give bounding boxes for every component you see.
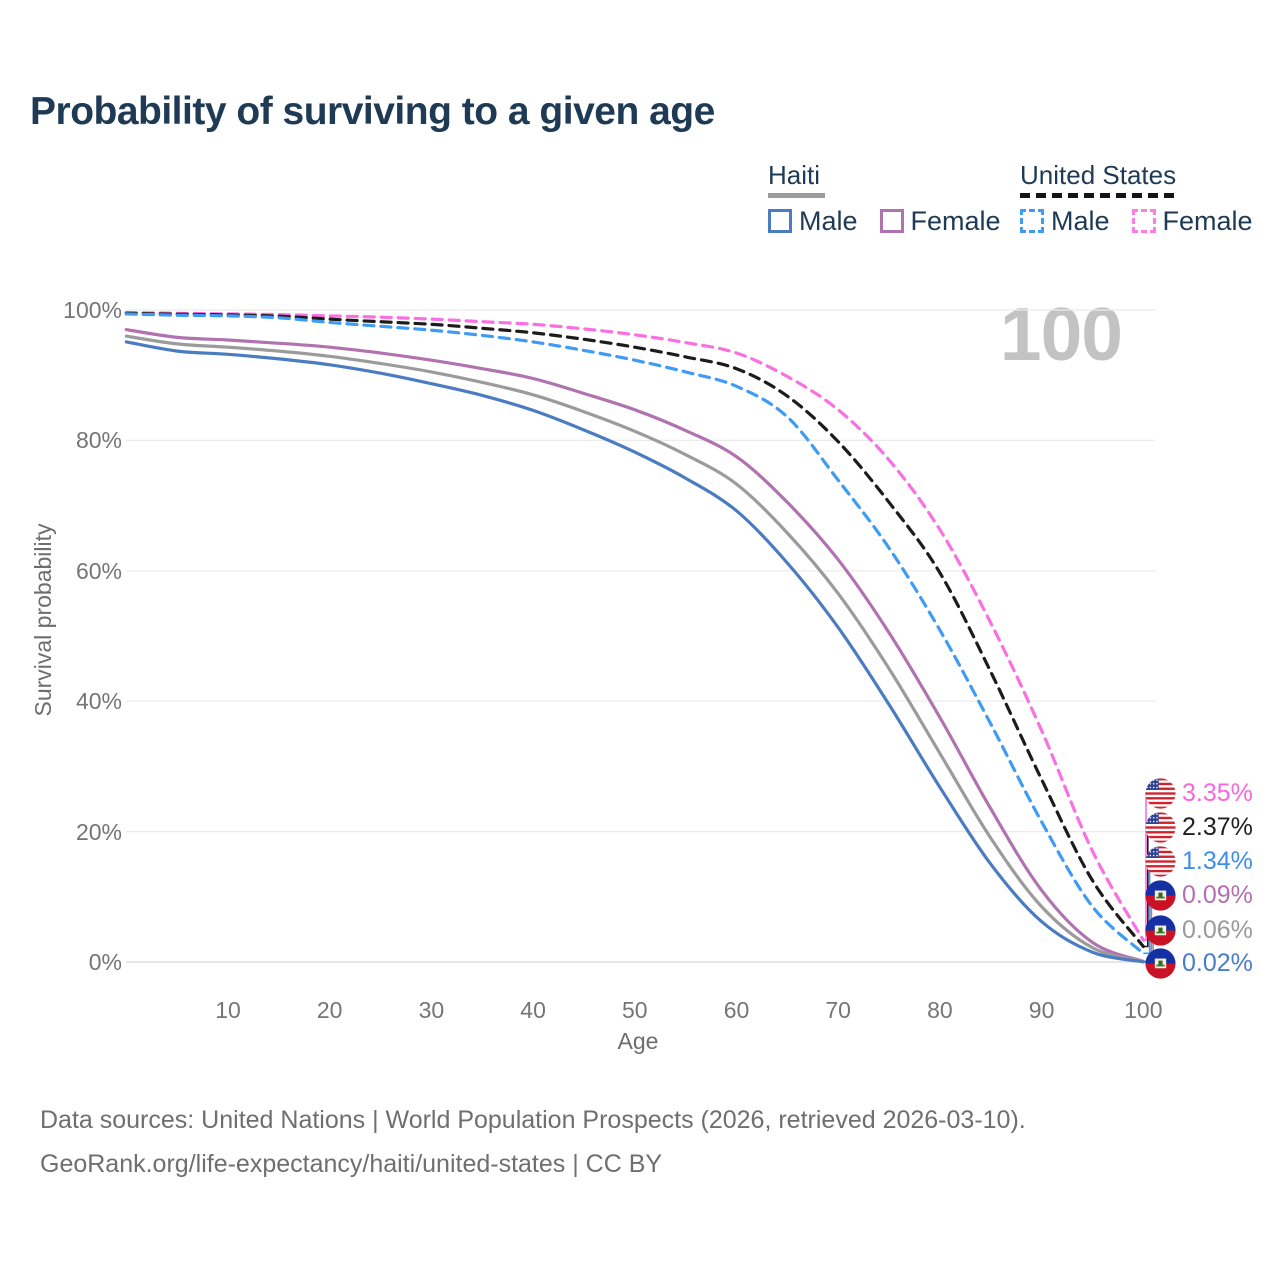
- legend-underline-haiti-both-sexes: [768, 193, 825, 198]
- series-line-united-states-male[interactable]: [124, 312, 1145, 955]
- legend-swatch-haiti-female[interactable]: [879, 209, 904, 234]
- footer: Data sources: United Nations | World Pop…: [40, 1106, 1026, 1194]
- watermark-age-100: 100: [999, 292, 1123, 376]
- us-flag-icon: [1145, 845, 1176, 877]
- chart-title: Probability of surviving to a given age: [30, 90, 715, 133]
- end-label-row: 0.09%: [1145, 879, 1253, 911]
- x-axis-title: Age: [617, 1028, 659, 1054]
- end-label-value: 1.34%: [1182, 846, 1253, 875]
- legend-country-united-states[interactable]: United States: [1020, 160, 1177, 190]
- legend-group-haiti: Haiti Male Female: [768, 160, 1001, 237]
- y-tick-label: 20%: [75, 818, 122, 845]
- legend-label-us-male[interactable]: Male: [1051, 205, 1110, 236]
- us-flag-icon: [1145, 777, 1176, 809]
- y-tick-label: 100%: [63, 297, 122, 323]
- y-tick-label: 0%: [88, 949, 122, 975]
- x-tick-label: 60: [723, 997, 750, 1023]
- end-label-value: 3.35%: [1182, 778, 1253, 807]
- x-tick-label: 30: [418, 997, 445, 1023]
- x-tick-label: 50: [622, 997, 648, 1023]
- end-label-row: 1.34%: [1145, 845, 1253, 877]
- end-label-value: 2.37%: [1182, 812, 1253, 841]
- series-line-haiti-female[interactable]: [124, 328, 1145, 963]
- legend-country-haiti[interactable]: Haiti: [768, 160, 821, 190]
- legend-label-haiti-female[interactable]: Female: [910, 205, 1001, 236]
- series-line-united-states-both-sexes[interactable]: [124, 311, 1145, 949]
- legend-underline-us-both-sexes: [1020, 193, 1177, 198]
- haiti-flag-icon: [1145, 947, 1176, 979]
- legend-swatch-us-female[interactable]: [1131, 209, 1156, 234]
- legend-swatch-haiti-male[interactable]: [768, 209, 792, 234]
- end-label-value: 0.06%: [1182, 915, 1253, 944]
- x-tick-label: 10: [215, 997, 241, 1023]
- footer-link[interactable]: GeoRank.org/life-expectancy/haiti/united…: [40, 1150, 663, 1178]
- us-flag-icon: [1145, 811, 1176, 843]
- y-axis-title: Survival probability: [30, 523, 56, 717]
- legend-label-haiti-male[interactable]: Male: [799, 205, 858, 236]
- x-tick-label: 70: [825, 997, 851, 1023]
- x-tick-label: 80: [927, 997, 953, 1023]
- haiti-flag-icon: [1145, 879, 1176, 911]
- end-label-row: 2.37%: [1145, 811, 1253, 843]
- legend-swatch-us-male[interactable]: [1020, 209, 1044, 234]
- legend-label-us-female[interactable]: Female: [1162, 205, 1253, 236]
- footer-data-sources: Data sources: United Nations | World Pop…: [40, 1106, 1026, 1134]
- end-label-row: 3.35%: [1145, 777, 1253, 809]
- haiti-flag-icon: [1145, 914, 1176, 946]
- x-tick-label: 100: [1124, 997, 1163, 1023]
- end-label-value: 0.02%: [1182, 948, 1253, 977]
- series-line-united-states-female[interactable]: [124, 311, 1145, 942]
- end-label-row: 0.02%: [1145, 947, 1253, 979]
- x-tick-label: 20: [316, 997, 343, 1023]
- y-tick-label: 60%: [75, 557, 122, 584]
- series-line-haiti-both-sexes[interactable]: [124, 334, 1145, 964]
- end-label-row: 0.06%: [1145, 914, 1253, 946]
- x-tick-label: 90: [1028, 997, 1055, 1023]
- end-label-value: 0.09%: [1182, 880, 1253, 909]
- legend-group-united-states: United States Male Female: [1020, 160, 1253, 237]
- y-tick-label: 80%: [75, 427, 122, 454]
- y-tick-label: 40%: [75, 688, 122, 715]
- series-line-haiti-male[interactable]: [124, 340, 1145, 964]
- x-tick-label: 40: [520, 997, 546, 1023]
